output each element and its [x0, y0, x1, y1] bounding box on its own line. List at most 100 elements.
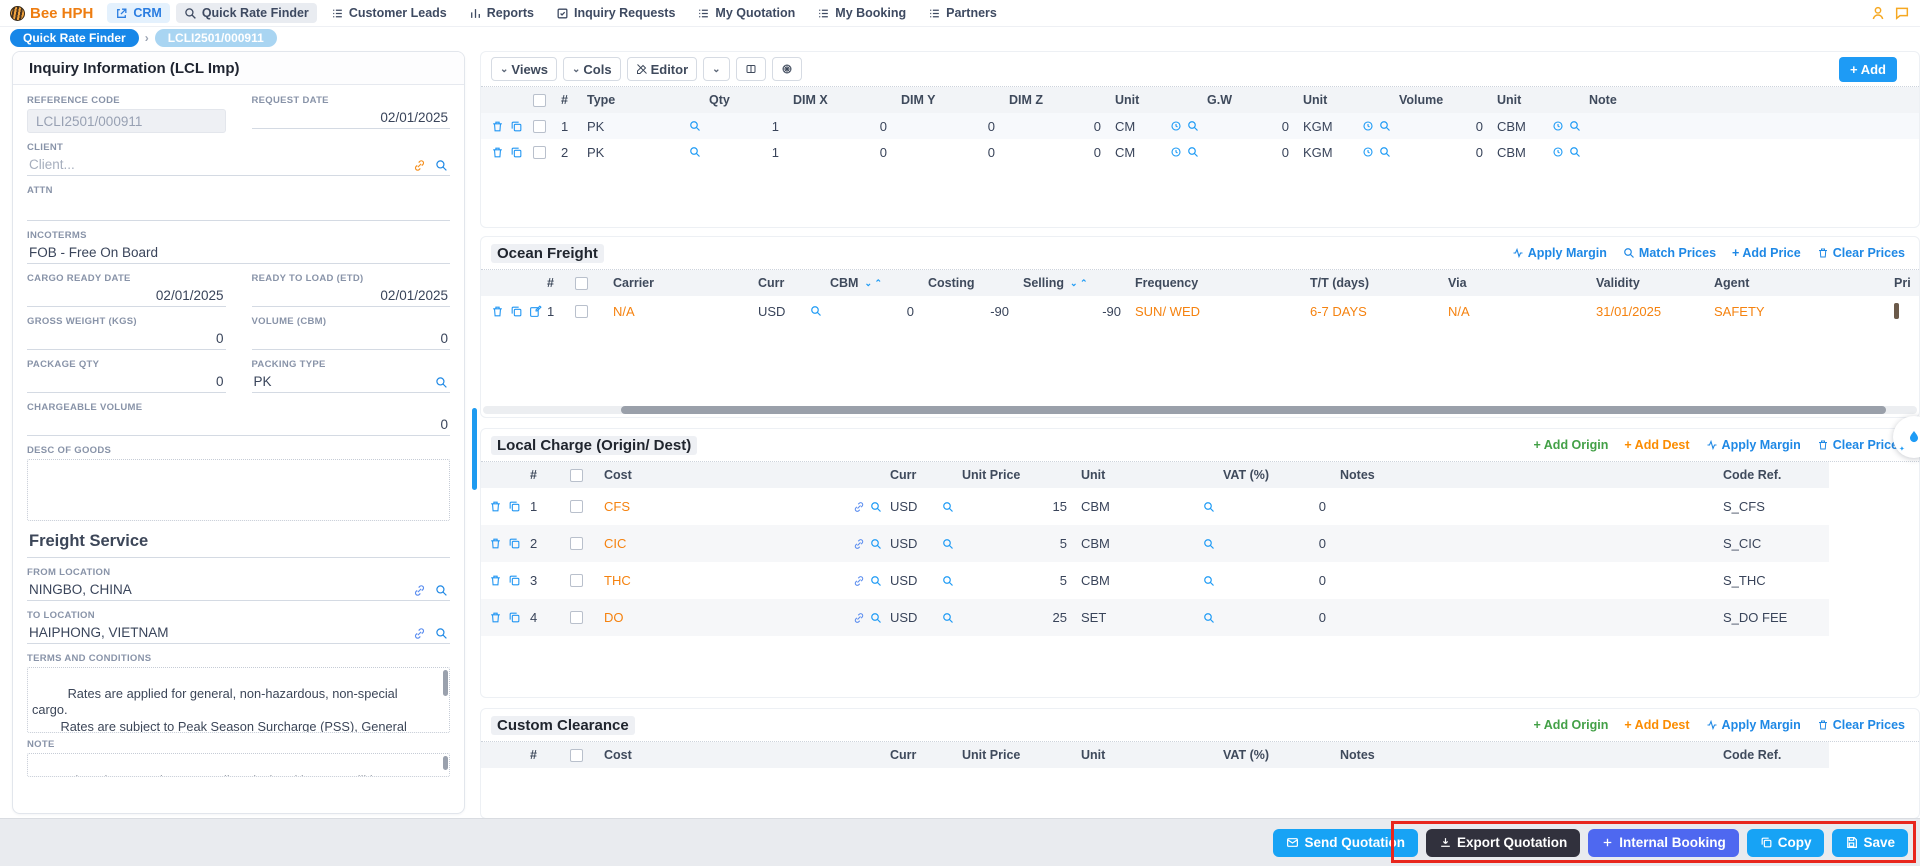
search-icon[interactable]	[1203, 575, 1215, 587]
clear-prices-button[interactable]: Clear Prices	[1817, 438, 1905, 452]
row-checkbox[interactable]	[533, 145, 546, 159]
search-icon[interactable]	[870, 575, 882, 587]
row-checkbox[interactable]	[570, 537, 583, 550]
gross-weight-field[interactable]: 0	[27, 330, 226, 350]
packing-type-field[interactable]: PK	[253, 374, 272, 389]
add-price-button[interactable]: + Add Price	[1732, 246, 1801, 260]
table-row[interactable]: 4 DO USD 25 SET 0 S_DO FEE	[481, 599, 1829, 636]
history-icon[interactable]	[1170, 146, 1182, 158]
search-icon[interactable]	[870, 612, 882, 624]
terms-textarea[interactable]: Rates are applied for general, non-hazar…	[27, 667, 450, 733]
views-button[interactable]: ⌄ Views	[491, 57, 558, 81]
copy-button[interactable]: Copy	[1746, 828, 1825, 857]
copy-icon[interactable]	[508, 574, 521, 587]
edit-icon[interactable]	[529, 304, 542, 318]
search-icon[interactable]	[435, 627, 448, 640]
settings-button[interactable]	[771, 57, 802, 81]
table-row[interactable]: 2 CIC USD 5 CBM 0 S_CIC	[481, 525, 1829, 562]
cargo-ready-date-field[interactable]: 02/01/2025	[27, 287, 226, 307]
select-all-checkbox[interactable]	[570, 468, 583, 482]
scrollbar-thumb[interactable]	[443, 756, 448, 770]
scrollbar-thumb[interactable]	[443, 670, 448, 696]
dropdown-button[interactable]: ⌄	[703, 57, 730, 81]
apply-margin-button[interactable]: Apply Margin	[1706, 438, 1801, 452]
internal-booking-button[interactable]: Internal Booking	[1588, 828, 1739, 857]
export-quotation-button[interactable]: Export Quotation	[1425, 828, 1581, 857]
copy-icon[interactable]	[508, 537, 521, 550]
link-icon[interactable]	[413, 584, 426, 597]
link-icon[interactable]	[853, 501, 865, 513]
trash-icon[interactable]	[491, 305, 504, 318]
ready-to-load-field[interactable]: 02/01/2025	[251, 287, 450, 307]
editor-button[interactable]: Editor	[626, 57, 698, 81]
search-icon[interactable]	[1203, 538, 1215, 550]
table-row[interactable]: 1 CFS USD 15 CBM 0 S_CFS	[481, 488, 1829, 525]
search-icon[interactable]	[435, 584, 448, 597]
copy-icon[interactable]	[510, 305, 523, 318]
nav-item-reports[interactable]: Reports	[461, 3, 542, 23]
search-icon[interactable]	[1569, 146, 1581, 158]
add-dest-button[interactable]: + Add Dest	[1624, 438, 1690, 452]
note-textarea[interactable]: The price quote is temporarily calculate…	[27, 753, 450, 777]
apply-margin-button[interactable]: Apply Margin	[1706, 718, 1801, 732]
copy-icon[interactable]	[508, 500, 521, 513]
chargeable-volume-field[interactable]: 0	[27, 416, 450, 436]
cols-button[interactable]: ⌄ Cols	[563, 57, 621, 81]
link-icon[interactable]	[413, 159, 426, 172]
nav-item-customer-leads[interactable]: Customer Leads	[323, 3, 455, 23]
to-location-field[interactable]: HAIPHONG, VIETNAM	[29, 625, 169, 640]
breadcrumb-root[interactable]: Quick Rate Finder	[10, 29, 139, 47]
history-icon[interactable]	[1552, 146, 1564, 158]
trash-icon[interactable]	[489, 574, 502, 587]
row-checkbox[interactable]	[570, 574, 583, 587]
table-row[interactable]: 2 PK 1 0 0 0 CM 0 KGM 0 CBM	[481, 139, 1919, 165]
brand[interactable]: Bee HPH	[10, 5, 93, 22]
history-icon[interactable]	[1362, 146, 1374, 158]
user-icon[interactable]	[1870, 5, 1886, 21]
history-icon[interactable]	[1362, 120, 1374, 132]
copy-icon[interactable]	[508, 611, 521, 624]
columns-layout-button[interactable]	[735, 57, 766, 81]
search-icon[interactable]	[870, 501, 882, 513]
add-origin-button[interactable]: + Add Origin	[1533, 438, 1609, 452]
save-button[interactable]: Save	[1832, 828, 1908, 857]
left-panel-scrollbar[interactable]	[472, 408, 477, 490]
history-icon[interactable]	[1552, 120, 1564, 132]
link-icon[interactable]	[853, 538, 865, 550]
assistant-floating-button[interactable]: ✦ ✦	[1893, 416, 1920, 458]
apply-margin-button[interactable]: Apply Margin	[1512, 246, 1607, 260]
chat-icon[interactable]	[1894, 5, 1910, 21]
search-icon[interactable]	[870, 538, 882, 550]
search-icon[interactable]	[1187, 146, 1199, 158]
row-checkbox[interactable]	[533, 119, 546, 133]
trash-icon[interactable]	[489, 611, 502, 624]
nav-item-inquiry-requests[interactable]: Inquiry Requests	[548, 3, 683, 23]
search-icon[interactable]	[435, 376, 448, 389]
clear-prices-button[interactable]: Clear Prices	[1817, 718, 1905, 732]
select-all-checkbox[interactable]	[533, 93, 546, 107]
request-date-field[interactable]: 02/01/2025	[251, 109, 450, 129]
search-icon[interactable]	[689, 146, 701, 158]
table-row[interactable]: 1 N/A USD 0 -90 -90 SUN/ WED 6-7 DAYS N/…	[481, 296, 1919, 326]
add-dest-button[interactable]: + Add Dest	[1624, 718, 1690, 732]
search-icon[interactable]	[1379, 146, 1391, 158]
search-icon[interactable]	[1187, 120, 1199, 132]
row-checkbox[interactable]	[570, 611, 583, 624]
search-icon[interactable]	[942, 612, 954, 624]
row-checkbox[interactable]	[575, 304, 588, 318]
search-icon[interactable]	[1379, 120, 1391, 132]
search-icon[interactable]	[810, 305, 822, 317]
sort-icons[interactable]: ⌄ ⌃	[1069, 277, 1088, 288]
link-icon[interactable]	[853, 612, 865, 624]
trash-icon[interactable]	[489, 500, 502, 513]
search-icon[interactable]	[1203, 612, 1215, 624]
search-icon[interactable]	[1569, 120, 1581, 132]
search-icon[interactable]	[942, 538, 954, 550]
match-prices-button[interactable]: Match Prices	[1623, 246, 1716, 260]
incoterms-field[interactable]: FOB - Free On Board	[27, 244, 450, 264]
select-all-checkbox[interactable]	[570, 748, 583, 762]
trash-icon[interactable]	[491, 120, 504, 133]
row-checkbox[interactable]	[570, 500, 583, 513]
nav-item-partners[interactable]: Partners	[920, 3, 1005, 23]
nav-item-my-quotation[interactable]: My Quotation	[689, 3, 803, 23]
